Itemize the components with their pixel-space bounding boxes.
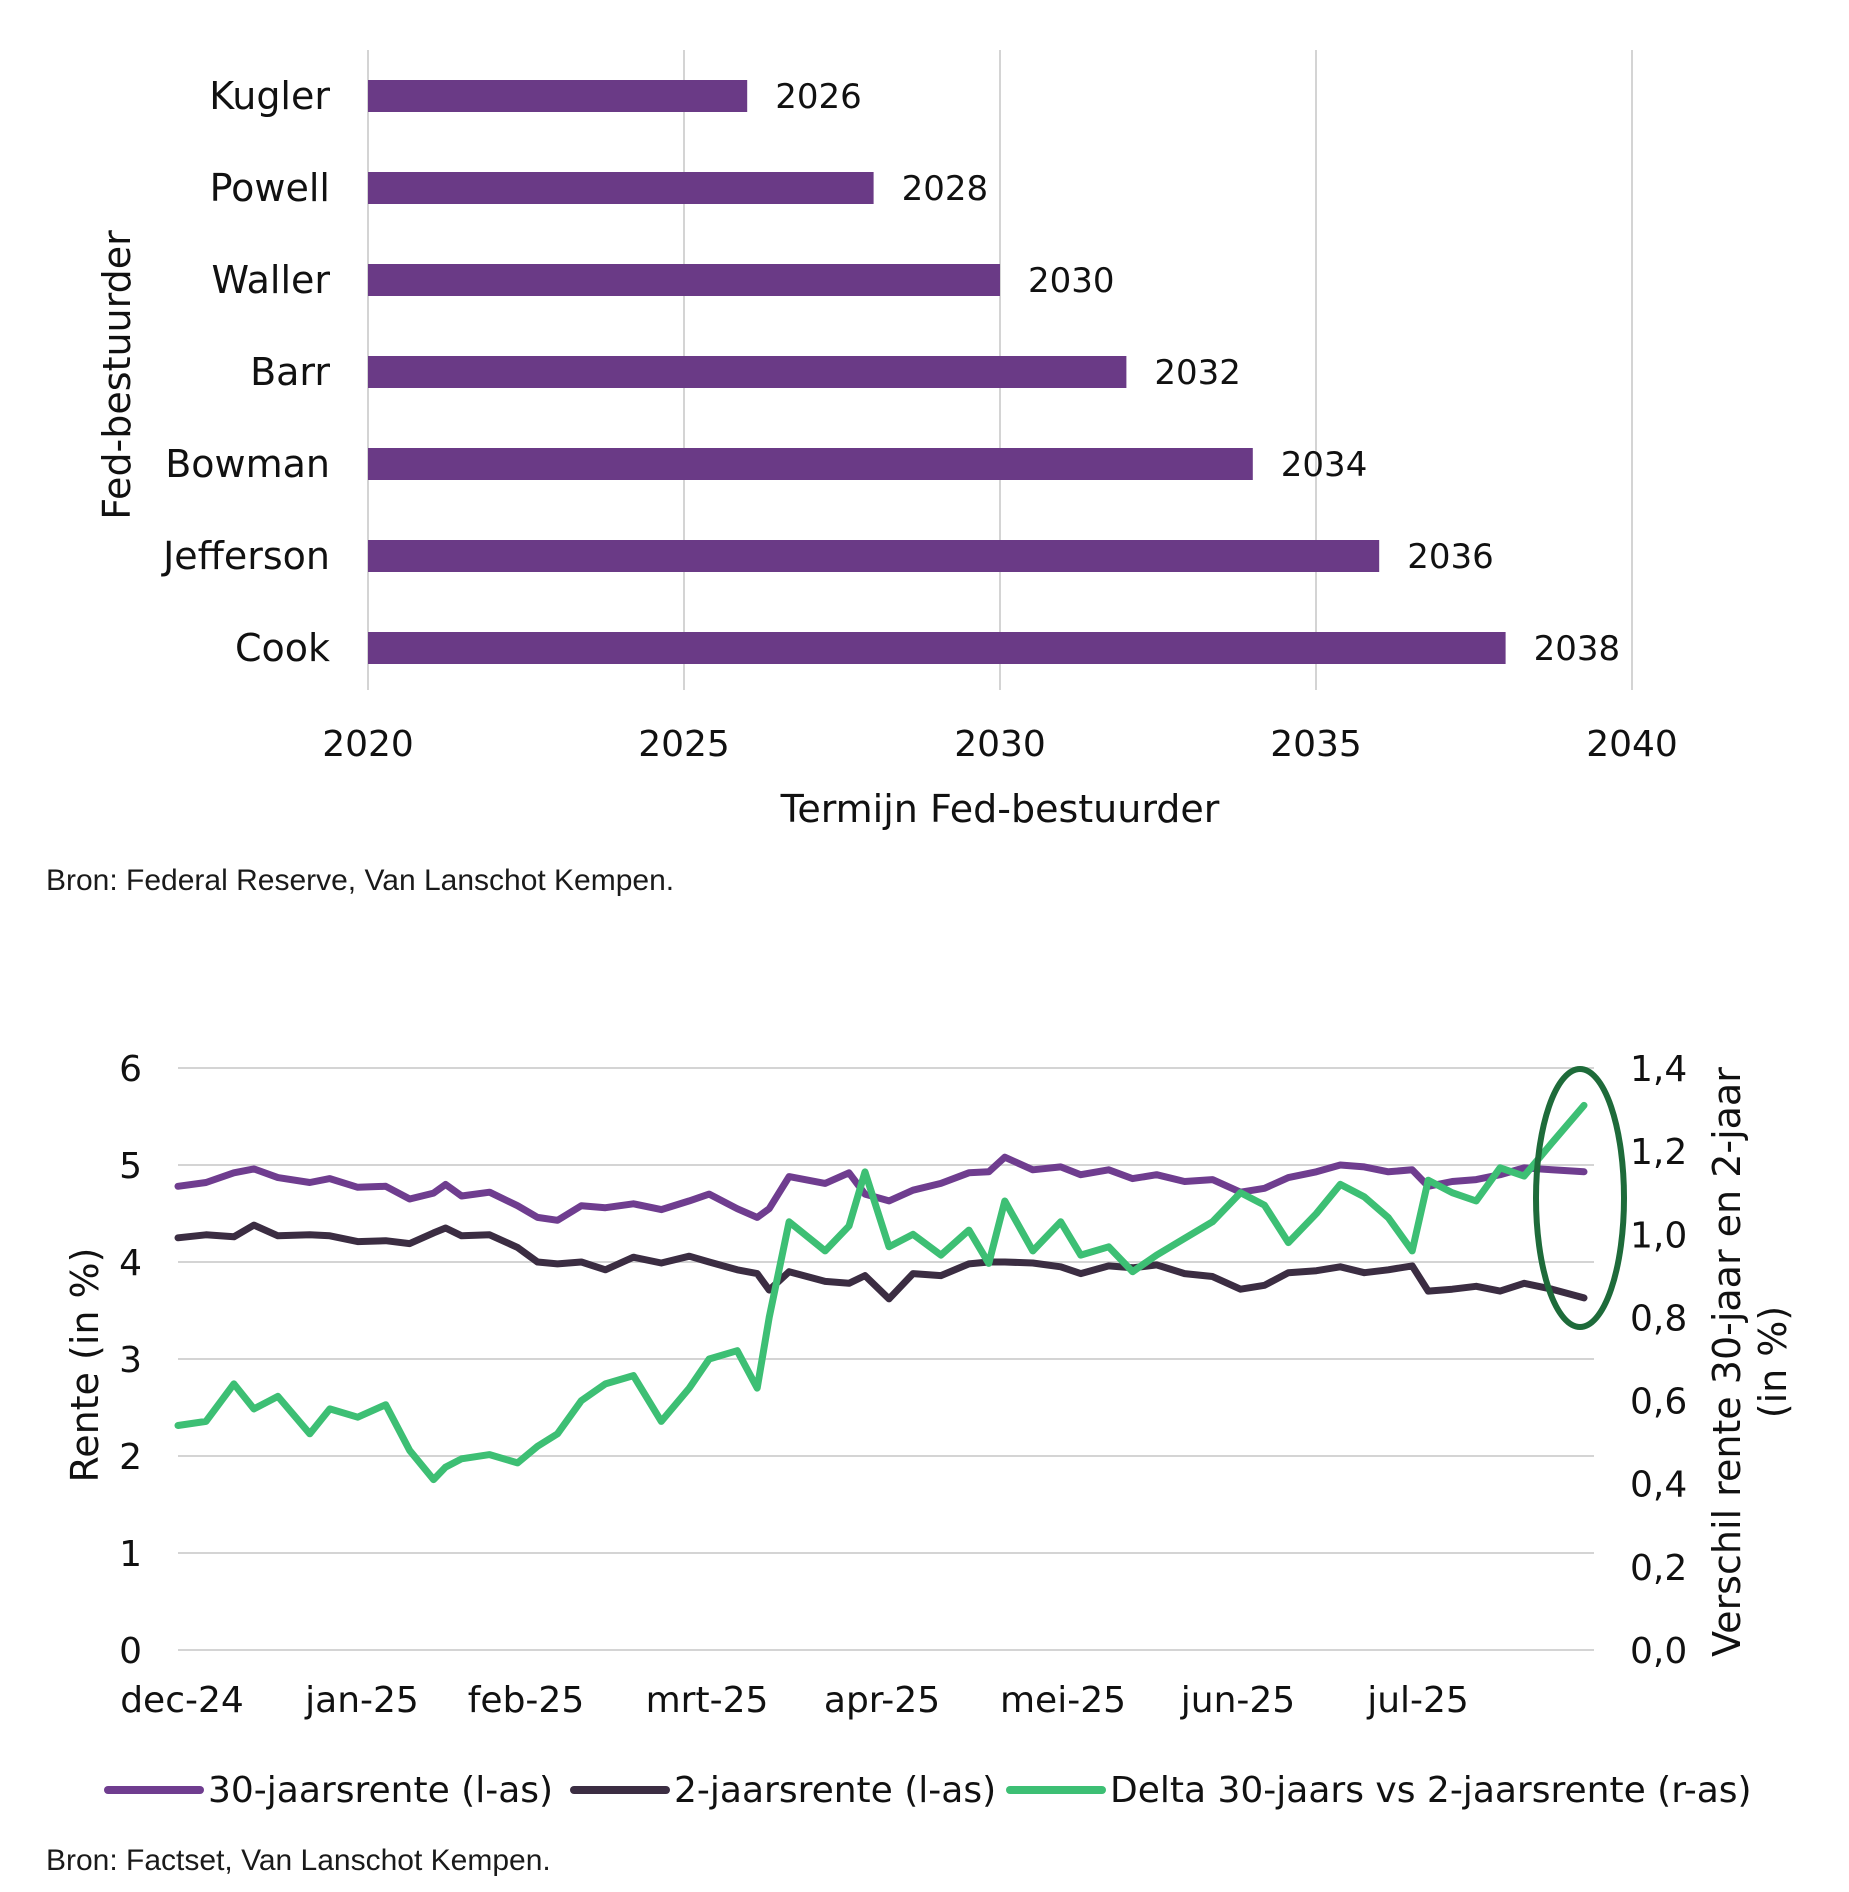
- bar: [368, 448, 1253, 480]
- left-y-tick-label: 6: [119, 1049, 142, 1090]
- bar: [368, 264, 1000, 296]
- left-y-tick-label: 2: [119, 1437, 142, 1478]
- right-y-tick-label: 1,2: [1630, 1132, 1687, 1173]
- bar-data-label: 2034: [1281, 445, 1368, 485]
- right-y-tick-label: 0,8: [1630, 1298, 1687, 1339]
- highlight-ellipse: [1533, 1066, 1627, 1330]
- bar-x-tick-label: 2035: [1270, 724, 1362, 765]
- bar-category-label: Jefferson: [161, 534, 330, 578]
- line-left-axis-title: Rente (in %): [63, 1248, 107, 1483]
- line-x-ticks: dec-24 jan-25 feb-25 mrt-25 apr-25 mei-25 jun-…: [120, 1680, 1469, 1721]
- x-tick-label: jul-25: [1366, 1680, 1469, 1721]
- bar: [368, 356, 1127, 388]
- bar-category-label: Bowman: [165, 442, 330, 486]
- bar: [368, 172, 874, 204]
- left-y-tick-label: 1: [119, 1534, 142, 1575]
- bar-category-label: Waller: [211, 258, 330, 302]
- x-tick-label: mrt-25: [646, 1680, 769, 1721]
- right-y-tick-label: 0,4: [1630, 1465, 1687, 1506]
- legend-label: Delta 30-jaars vs 2-jaarsrente (r-as): [1110, 1770, 1752, 1811]
- bar-data-label: 2026: [775, 77, 862, 117]
- bar-x-ticks: 2020 2025 2030 2035 2040: [322, 724, 1678, 765]
- x-tick-label: mei-25: [1000, 1680, 1126, 1721]
- x-tick-label: jan-25: [304, 1680, 419, 1721]
- line-right-axis-title: Verschil rente 30-jaar en 2-jaar (in %): [1705, 1067, 1795, 1657]
- bar-series: 2026 Kugler 2028 Powell 2030 Waller 2032 Barr 20…: [161, 74, 1620, 670]
- bar: [368, 540, 1380, 572]
- bar-category-label: Cook: [235, 626, 330, 670]
- line-left-y-ticks: 0 1 2 3 4 5 6: [119, 1049, 142, 1672]
- bar-x-tick-label: 2030: [954, 724, 1046, 765]
- right-y-tick-label: 0,6: [1630, 1382, 1687, 1423]
- legend-label: 30-jaarsrente (l-as): [208, 1770, 553, 1811]
- bar-category-label: Powell: [210, 166, 330, 210]
- bar-data-label: 2032: [1154, 353, 1241, 393]
- bar-x-tick-label: 2040: [1586, 724, 1678, 765]
- series-line: [174, 1153, 1588, 1224]
- line-legend: 30-jaarsrente (l-as) 2-jaarsrente (l-as) D…: [104, 1770, 1752, 1811]
- legend-label: 2-jaarsrente (l-as): [674, 1770, 996, 1811]
- bar-x-tick-label: 2020: [322, 724, 414, 765]
- left-y-tick-label: 5: [119, 1146, 142, 1187]
- right-y-tick-label: 0,0: [1630, 1631, 1687, 1672]
- bar-chart: 2026 Kugler 2028 Powell 2030 Waller 2032 Barr 20…: [95, 50, 1678, 831]
- left-y-tick-label: 3: [119, 1340, 142, 1381]
- bar: [368, 632, 1506, 664]
- line-series: [174, 1101, 1588, 1484]
- x-tick-label: jun-25: [1180, 1680, 1295, 1721]
- line-gridlines: [178, 1067, 1594, 1651]
- right-y-tick-label: 1,0: [1630, 1215, 1687, 1256]
- bar-y-axis-title: Fed-bestuurder: [95, 230, 139, 520]
- right-axis-title-line: (in %): [1751, 1306, 1795, 1418]
- bar-data-label: 2036: [1407, 537, 1494, 577]
- bar-data-label: 2028: [902, 169, 989, 209]
- right-y-tick-label: 0,2: [1630, 1548, 1687, 1589]
- bar-data-label: 2038: [1534, 629, 1621, 669]
- left-y-tick-label: 0: [119, 1631, 142, 1672]
- bar-x-axis-title: Termijn Fed-bestuurder: [780, 787, 1220, 831]
- bar-x-tick-label: 2025: [638, 724, 730, 765]
- bar-category-label: Kugler: [209, 74, 330, 118]
- bar-category-label: Barr: [250, 350, 330, 394]
- right-y-tick-label: 1,4: [1630, 1049, 1687, 1090]
- bar-data-label: 2030: [1028, 261, 1115, 301]
- series-line: [174, 1101, 1588, 1484]
- series-line: [174, 1221, 1588, 1303]
- source-note-line-chart: Bron: Factset, Van Lanschot Kempen.: [46, 1844, 551, 1877]
- bar: [368, 80, 748, 112]
- line-right-y-ticks: 0,0 0,2 0,4 0,6 0,8 1,0 1,2 1,4: [1630, 1049, 1687, 1672]
- x-tick-label: feb-25: [468, 1680, 584, 1721]
- left-y-tick-label: 4: [119, 1243, 142, 1284]
- right-axis-title-line: Verschil rente 30-jaar en 2-jaar: [1705, 1067, 1749, 1657]
- x-tick-label: dec-24: [120, 1680, 244, 1721]
- source-note-bar-chart: Bron: Federal Reserve, Van Lanschot Kemp…: [46, 864, 675, 897]
- x-tick-label: apr-25: [824, 1680, 940, 1721]
